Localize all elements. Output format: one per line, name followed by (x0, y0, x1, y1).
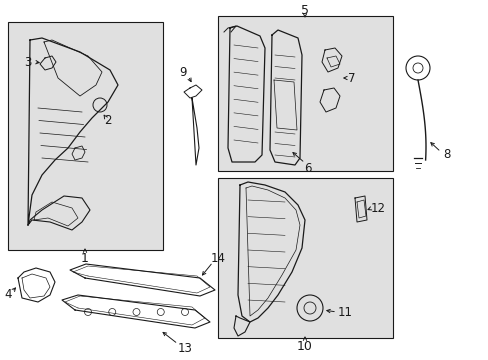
Text: 4: 4 (4, 288, 12, 302)
Text: 7: 7 (347, 72, 355, 85)
Text: 10: 10 (296, 339, 312, 352)
Text: 6: 6 (304, 162, 311, 175)
Text: 13: 13 (177, 342, 192, 355)
Text: 11: 11 (337, 306, 352, 319)
Text: 3: 3 (24, 55, 32, 68)
Bar (218, 178, 392, 338)
Text: 2: 2 (104, 113, 112, 126)
Text: 1: 1 (81, 252, 89, 265)
Bar (8, 22, 163, 250)
Text: 12: 12 (370, 202, 385, 215)
Text: 9: 9 (179, 66, 186, 78)
Text: 5: 5 (301, 4, 308, 17)
Text: 14: 14 (210, 252, 225, 265)
Bar (218, 16, 392, 171)
Text: 8: 8 (443, 148, 450, 162)
